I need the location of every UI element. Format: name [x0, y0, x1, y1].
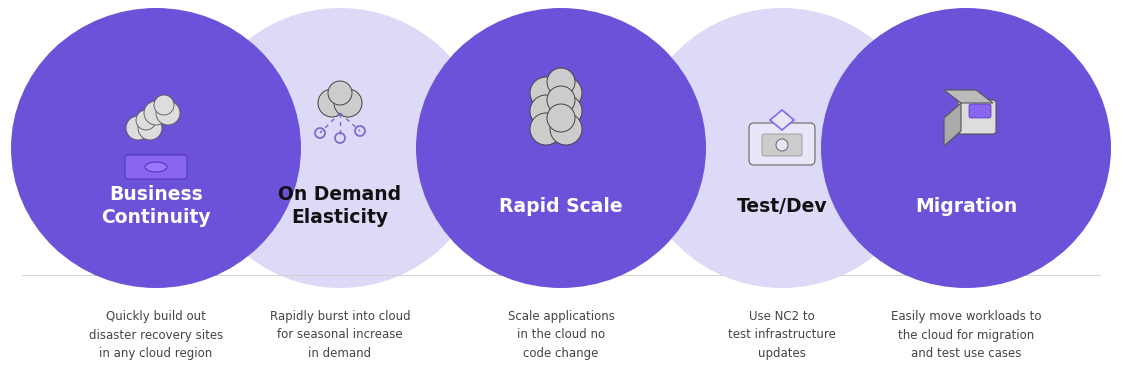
Ellipse shape — [637, 8, 927, 288]
Circle shape — [126, 116, 150, 140]
Circle shape — [318, 89, 346, 117]
Circle shape — [530, 95, 562, 127]
Circle shape — [550, 113, 582, 145]
Polygon shape — [944, 90, 993, 103]
Circle shape — [550, 95, 582, 127]
Text: Migration: Migration — [914, 196, 1018, 215]
FancyBboxPatch shape — [969, 104, 991, 118]
Circle shape — [530, 77, 562, 109]
Circle shape — [328, 81, 352, 105]
Circle shape — [548, 86, 574, 114]
Circle shape — [548, 68, 574, 96]
Circle shape — [136, 110, 156, 130]
Text: On Demand
Elasticity: On Demand Elasticity — [278, 185, 402, 227]
Text: Scale applications
in the cloud no
code change: Scale applications in the cloud no code … — [507, 310, 615, 360]
Text: Test/Dev: Test/Dev — [737, 196, 827, 215]
Text: Rapid Scale: Rapid Scale — [499, 196, 623, 215]
Polygon shape — [944, 103, 962, 146]
Polygon shape — [770, 110, 794, 130]
FancyBboxPatch shape — [125, 155, 187, 179]
Text: Use NC2 to
test infrastructure
updates: Use NC2 to test infrastructure updates — [728, 310, 836, 360]
FancyBboxPatch shape — [762, 134, 802, 156]
Circle shape — [550, 77, 582, 109]
FancyBboxPatch shape — [749, 123, 815, 165]
Circle shape — [334, 89, 362, 117]
Circle shape — [138, 116, 162, 140]
Ellipse shape — [821, 8, 1111, 288]
Circle shape — [154, 95, 174, 115]
Circle shape — [530, 113, 562, 145]
Ellipse shape — [416, 8, 706, 288]
Circle shape — [144, 101, 168, 125]
Text: Rapidly burst into cloud
for seasonal increase
in demand: Rapidly burst into cloud for seasonal in… — [269, 310, 411, 360]
Ellipse shape — [11, 8, 301, 288]
Circle shape — [548, 104, 574, 132]
FancyBboxPatch shape — [958, 100, 996, 134]
Ellipse shape — [145, 162, 167, 172]
Text: Business
Continuity: Business Continuity — [101, 185, 211, 227]
Ellipse shape — [195, 8, 485, 288]
Text: Easily move workloads to
the cloud for migration
and test use cases: Easily move workloads to the cloud for m… — [891, 310, 1041, 360]
Text: Quickly build out
disaster recovery sites
in any cloud region: Quickly build out disaster recovery site… — [89, 310, 223, 360]
Circle shape — [156, 101, 180, 125]
Circle shape — [776, 139, 788, 151]
